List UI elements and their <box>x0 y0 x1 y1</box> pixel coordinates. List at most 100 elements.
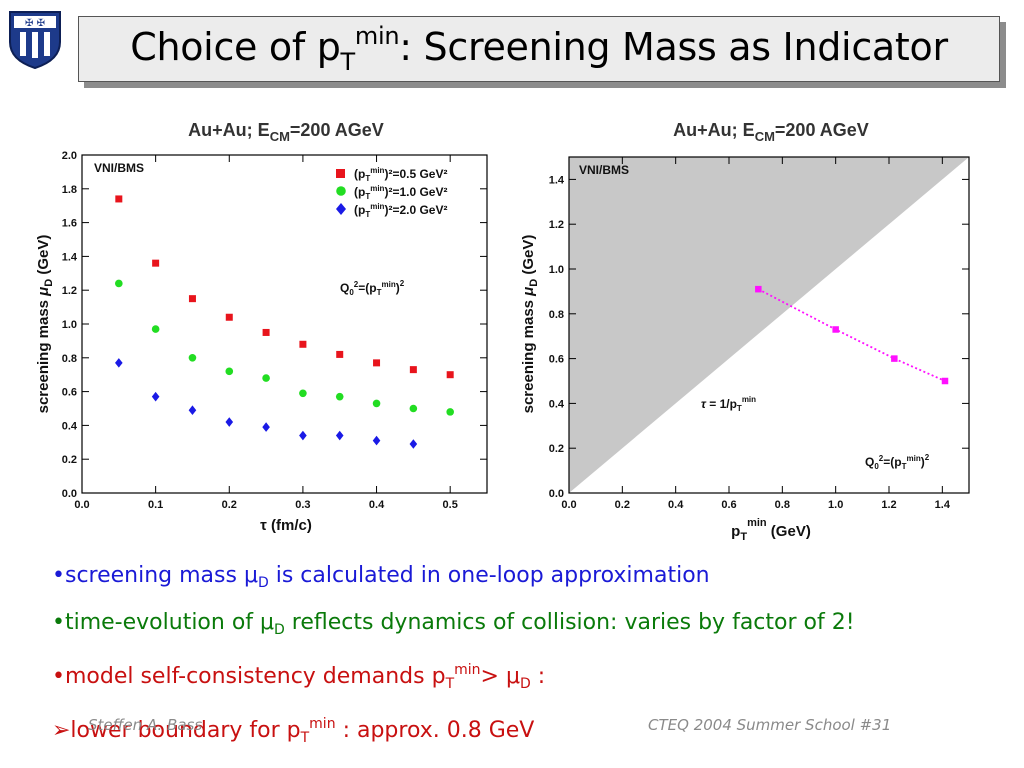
footer-author: Steffen A. Bass <box>88 716 203 734</box>
y-tick-label: 0.0 <box>62 488 77 500</box>
y-tick-label: 0.2 <box>62 454 77 466</box>
x-tick-label: 0.3 <box>295 499 310 511</box>
y-axis-label: screening mass μD (GeV) <box>520 235 540 414</box>
bullet-4: ➢lower boundary for pTmin : approx. 0.8 … <box>52 716 535 746</box>
x-tick-label: 0.4 <box>668 499 684 511</box>
series-1-point <box>299 340 307 348</box>
series-2-point <box>262 374 270 382</box>
bullet-list: •screening mass μD is calculated in one-… <box>52 556 1012 758</box>
series-3-point <box>335 430 344 441</box>
series-2-point <box>299 389 307 398</box>
y-tick-label: 0.6 <box>62 387 77 399</box>
y-tick-label: 2.0 <box>62 150 77 162</box>
slide-title-box: Choice of pTmin: Screening Mass as Indic… <box>78 16 1000 82</box>
y-tick-label: 0.4 <box>62 420 78 432</box>
series-1-point <box>152 259 160 267</box>
y-tick-label: 1.2 <box>62 285 77 297</box>
y-tick-label: 0.4 <box>549 398 565 410</box>
series-1-point <box>446 371 454 379</box>
y-axis-label: screening mass μD (GeV) <box>35 235 55 414</box>
series-3-point <box>372 435 381 446</box>
x-tick-label: 0.2 <box>615 499 630 511</box>
series-2-point <box>115 279 123 288</box>
x-axis-label: pTmin (GeV) <box>731 517 811 542</box>
chart-title: Au+Au; ECM=200 AGeV <box>188 120 384 144</box>
x-axis-label: τ (fm/c) <box>260 517 312 534</box>
series-1-point <box>225 313 233 321</box>
x-tick-label: 0.0 <box>561 499 576 511</box>
x-tick-label: 0.8 <box>775 499 790 511</box>
y-tick-label: 1.8 <box>62 184 77 196</box>
y-tick-label: 0.0 <box>549 488 564 500</box>
series-dotted-line <box>757 288 946 382</box>
series-1-point <box>941 377 949 385</box>
series-1-point <box>409 366 417 374</box>
series-1-point <box>262 328 270 336</box>
series-1-point <box>115 195 123 203</box>
series-3-point <box>225 417 234 427</box>
series-3-point <box>262 422 270 432</box>
series-3-point <box>188 405 197 415</box>
y-tick-label: 0.6 <box>549 354 564 366</box>
y-tick-label: 0.2 <box>549 443 564 455</box>
series-1-point <box>755 285 762 293</box>
tau-annotation: τ = 1/pTmin <box>701 395 756 413</box>
y-tick-label: 1.0 <box>549 264 564 276</box>
q0-annotation: Q02=(pTmin)2 <box>865 453 930 471</box>
series-2-point <box>335 392 344 401</box>
bullet-3: •model self-consistency demands pTmin> μ… <box>52 662 546 692</box>
series-2-point <box>446 408 454 416</box>
x-tick-label: 1.2 <box>881 499 896 511</box>
series-3-point <box>115 358 123 368</box>
bullet-2: •time-evolution of μD reflects dynamics … <box>52 610 855 638</box>
series-1-point <box>373 359 381 367</box>
legend-marker-blue-diamond <box>336 203 346 215</box>
series-2-point <box>225 367 234 376</box>
slide-title: Choice of pTmin: Screening Mass as Indic… <box>130 22 948 76</box>
y-tick-label: 1.4 <box>549 174 565 186</box>
svg-text:✠ ✠: ✠ ✠ <box>25 18 45 29</box>
series-3-point <box>151 391 160 402</box>
series-1-point <box>891 355 898 362</box>
series-2-point <box>151 325 160 333</box>
y-tick-label: 1.4 <box>62 251 78 263</box>
series-1-point <box>336 350 344 358</box>
series-2-point <box>188 354 197 362</box>
series-2-point <box>409 404 418 413</box>
plot-frame <box>568 156 970 494</box>
x-tick-label: 1.4 <box>935 499 951 511</box>
y-tick-label: 0.8 <box>549 309 564 321</box>
y-tick-label: 0.8 <box>62 353 77 365</box>
footer-course-page: CTEQ 2004 Summer School #31 <box>648 716 892 734</box>
x-tick-label: 0.2 <box>222 499 237 511</box>
legend-entry-1: (pTmin)²=0.5 GeV² <box>354 166 447 183</box>
bullet-1: •screening mass μD is calculated in one-… <box>52 563 710 591</box>
screening-mass-vs-time-chart: Au+Au; ECM=200 AGeV 0.0 0.1 0.2 0.3 0.4 0.5 0.… <box>35 120 488 534</box>
legend-marker-red-square <box>336 169 345 178</box>
legend-marker-green-circle <box>336 186 346 196</box>
series-1-point <box>832 326 839 333</box>
x-tick-label: 0.4 <box>369 499 385 511</box>
x-tick-label: 0.6 <box>721 499 736 511</box>
series-1-point <box>188 295 196 303</box>
y-tick-label: 1.2 <box>549 219 564 231</box>
causality-shaded-region <box>569 157 969 493</box>
screening-mass-vs-ptmin-chart: Au+Au; ECM=200 AGeV 0.0 0.2 0.4 0.6 0.8 1.0 1.… <box>520 120 970 542</box>
model-annotation: VNI/BMS <box>94 161 144 175</box>
model-annotation: VNI/BMS <box>579 163 629 177</box>
legend-entry-3: (pTmin)²=2.0 GeV² <box>354 202 447 219</box>
legend-entry-2: (pTmin)²=1.0 GeV² <box>354 184 447 201</box>
series-3-point <box>299 430 307 441</box>
q0-annotation: Q02=(pTmin)2 <box>340 279 405 297</box>
y-tick-label: 1.6 <box>62 218 77 230</box>
x-tick-label: 0.1 <box>148 499 163 511</box>
series-3-point <box>409 439 418 449</box>
x-tick-label: 1.0 <box>828 499 843 511</box>
legend: (pTmin)²=0.5 GeV² (pTmin)²=1.0 GeV² (pTm… <box>336 166 447 219</box>
x-tick-label: 0.0 <box>74 499 89 511</box>
x-tick-label: 0.5 <box>443 499 458 511</box>
y-tick-label: 1.0 <box>62 319 77 331</box>
chart-title: Au+Au; ECM=200 AGeV <box>673 120 869 144</box>
university-crest-logo: ✠ ✠ <box>9 11 61 70</box>
series-2-point <box>372 399 381 408</box>
